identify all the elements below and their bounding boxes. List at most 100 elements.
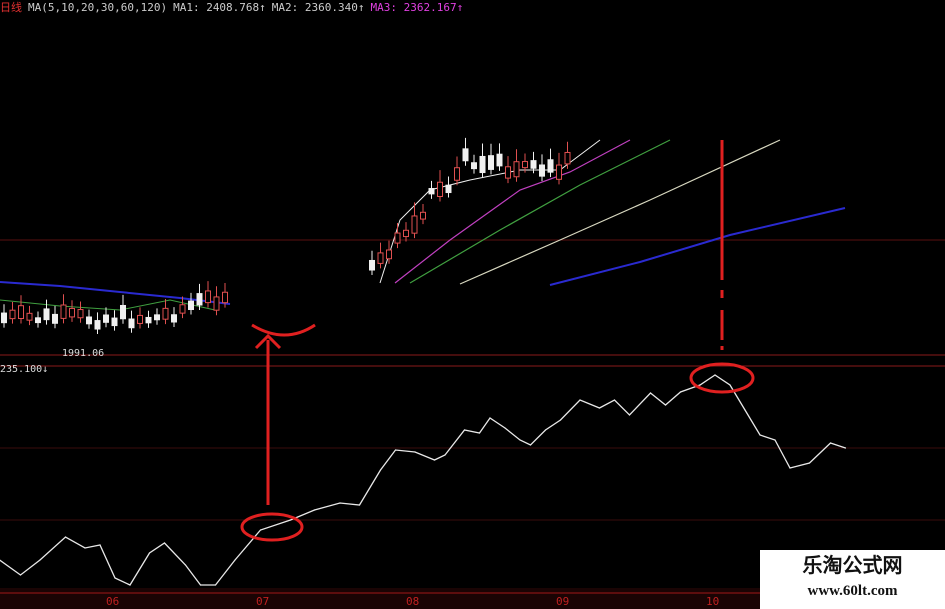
candle-body bbox=[52, 313, 58, 324]
candle-body bbox=[445, 184, 452, 194]
indicator-point bbox=[39, 559, 41, 561]
candle-body bbox=[43, 308, 50, 321]
indicator-point bbox=[699, 384, 701, 386]
ma2-value: MA2: 2360.340↑ bbox=[271, 1, 365, 14]
indicator-point bbox=[259, 529, 262, 531]
candle-body bbox=[188, 300, 194, 311]
candle-body bbox=[411, 215, 418, 234]
candle-body bbox=[196, 293, 203, 306]
candle-body bbox=[120, 304, 126, 320]
candle-body bbox=[377, 252, 384, 264]
candle-body bbox=[69, 307, 75, 318]
indicator-point bbox=[529, 444, 532, 446]
candle-body bbox=[462, 148, 469, 162]
indicator-point bbox=[714, 374, 716, 376]
indicator-point bbox=[289, 519, 292, 521]
candle-body bbox=[145, 316, 152, 324]
indicator-point bbox=[214, 584, 217, 586]
candle-body bbox=[437, 181, 443, 197]
indicator-point bbox=[313, 509, 316, 511]
candle-body bbox=[496, 153, 503, 167]
candle-body bbox=[454, 167, 460, 181]
candle-body bbox=[128, 318, 135, 329]
indicator-point bbox=[379, 469, 382, 471]
candle-body bbox=[154, 314, 160, 321]
indicator-point bbox=[774, 439, 776, 441]
ma-header: 日线 MA(5,10,20,30,60,120) MA1: 2408.768↑ MA2… bbox=[0, 0, 469, 16]
candle-body bbox=[213, 296, 220, 311]
indicator-point bbox=[64, 536, 67, 538]
candle-body bbox=[556, 164, 562, 180]
indicator-point bbox=[148, 552, 151, 554]
low-price-label: 1991.06 bbox=[62, 348, 105, 359]
watermark-logo: 乐淘公式网 www.60lt.com bbox=[760, 550, 945, 609]
x-tick-label: 09 bbox=[556, 595, 569, 608]
indicator-point bbox=[628, 414, 631, 416]
candle-body bbox=[539, 164, 545, 177]
indicator-point bbox=[729, 384, 731, 386]
x-tick-label: 07 bbox=[256, 595, 269, 608]
indicator-point bbox=[339, 502, 341, 504]
indicator-point bbox=[759, 434, 761, 436]
ma-line-blue bbox=[549, 207, 846, 286]
indicator-point bbox=[478, 432, 481, 434]
candle-body bbox=[137, 314, 143, 324]
candle-body bbox=[564, 151, 571, 165]
candle-body bbox=[530, 160, 537, 169]
x-tick-label: 08 bbox=[406, 595, 419, 608]
indicator-point bbox=[579, 399, 581, 401]
candle-body bbox=[479, 155, 486, 174]
candle-body bbox=[60, 304, 67, 319]
ma-params: MA(5,10,20,30,60,120) bbox=[28, 1, 168, 14]
indicator-point bbox=[444, 454, 446, 456]
candle-body bbox=[18, 305, 24, 319]
ma-line-blue bbox=[0, 281, 231, 305]
indicator-point bbox=[829, 442, 832, 444]
candle-body bbox=[26, 312, 33, 321]
indicator-point bbox=[199, 584, 202, 586]
indicator-point bbox=[234, 559, 236, 561]
indicator-point bbox=[808, 462, 811, 464]
candle-body bbox=[1, 312, 7, 324]
indicator-point bbox=[544, 429, 547, 431]
x-tick-label: 06 bbox=[106, 595, 119, 608]
indicator-point bbox=[489, 417, 491, 419]
indicator-point bbox=[649, 392, 652, 394]
candle-body bbox=[505, 166, 511, 179]
indicator-point bbox=[463, 429, 466, 431]
indicator-point bbox=[504, 427, 506, 429]
candle-body bbox=[547, 159, 554, 173]
watermark-name: 乐淘公式网 bbox=[802, 553, 903, 577]
indicator-value-label: 235.100↓ bbox=[0, 364, 49, 375]
indicator-point bbox=[84, 547, 86, 549]
candle-body bbox=[111, 317, 118, 327]
candle-body bbox=[222, 291, 228, 304]
x-tick-label: 10 bbox=[706, 595, 719, 608]
candle-body bbox=[394, 232, 401, 244]
indicator-point bbox=[19, 574, 22, 576]
candle-body bbox=[86, 316, 92, 325]
indicator-point bbox=[358, 504, 361, 506]
indicator-point bbox=[664, 404, 667, 406]
peak-circle-marker bbox=[689, 362, 755, 394]
bottom-arc-marker bbox=[251, 323, 316, 337]
indicator-point bbox=[394, 449, 397, 451]
indicator-point bbox=[519, 439, 521, 441]
candle-body bbox=[77, 309, 84, 319]
candle-body bbox=[179, 304, 186, 314]
indicator-point bbox=[163, 542, 166, 544]
candle-body bbox=[369, 259, 375, 271]
candle-body bbox=[94, 320, 101, 330]
indicator-point bbox=[679, 391, 682, 393]
indicator-point bbox=[99, 544, 101, 546]
candle-body bbox=[9, 309, 16, 320]
candle-body bbox=[162, 307, 169, 320]
up-arrow-head bbox=[254, 333, 282, 350]
candle-body bbox=[522, 161, 528, 169]
ma-line-magenta bbox=[394, 139, 631, 284]
indicator-point bbox=[789, 467, 791, 469]
indicator-point bbox=[744, 409, 746, 411]
candle-body bbox=[488, 155, 494, 170]
